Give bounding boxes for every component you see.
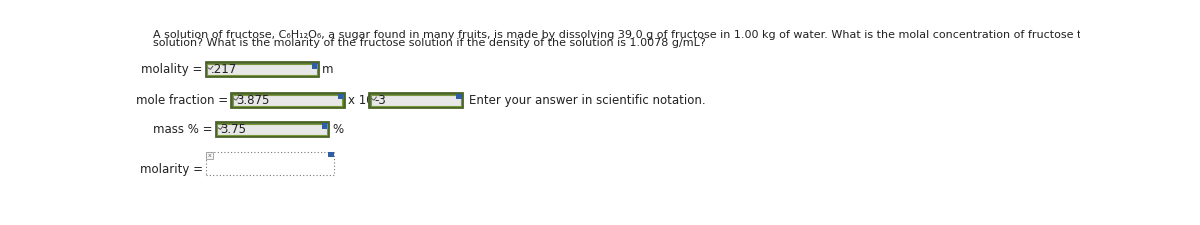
Text: m: m <box>322 63 334 76</box>
Bar <box>371 95 461 106</box>
Text: 3.875: 3.875 <box>236 94 269 107</box>
Bar <box>206 152 212 159</box>
Bar <box>456 94 462 99</box>
Text: 3.75: 3.75 <box>221 123 246 136</box>
Bar <box>312 63 318 69</box>
Text: mole fraction =: mole fraction = <box>136 94 228 107</box>
Bar <box>322 123 328 129</box>
Text: x: x <box>208 153 211 158</box>
Text: solution? What is the molarity of the fructose solution if the density of the so: solution? What is the molarity of the fr… <box>154 38 706 48</box>
Text: A solution of fructose, C₆H₁₂O₆, a sugar found in many fruits, is made by dissol: A solution of fructose, C₆H₁₂O₆, a sugar… <box>154 30 1200 40</box>
Text: molality =: molality = <box>142 63 203 76</box>
Text: .217: .217 <box>210 63 236 76</box>
Bar <box>206 152 334 175</box>
Bar <box>370 93 462 107</box>
Text: molarity =: molarity = <box>139 163 203 176</box>
Bar <box>329 152 334 157</box>
Text: Enter your answer in scientific notation.: Enter your answer in scientific notation… <box>468 94 706 107</box>
Bar <box>337 94 343 99</box>
Bar <box>208 64 317 75</box>
Bar <box>217 124 326 135</box>
Bar <box>206 62 318 76</box>
Text: -3: -3 <box>374 94 385 107</box>
Text: x 10: x 10 <box>348 94 373 107</box>
Bar <box>233 95 342 106</box>
Text: %: % <box>332 123 343 136</box>
Text: mass % =: mass % = <box>154 123 212 136</box>
Bar <box>216 122 329 136</box>
Bar <box>232 93 343 107</box>
